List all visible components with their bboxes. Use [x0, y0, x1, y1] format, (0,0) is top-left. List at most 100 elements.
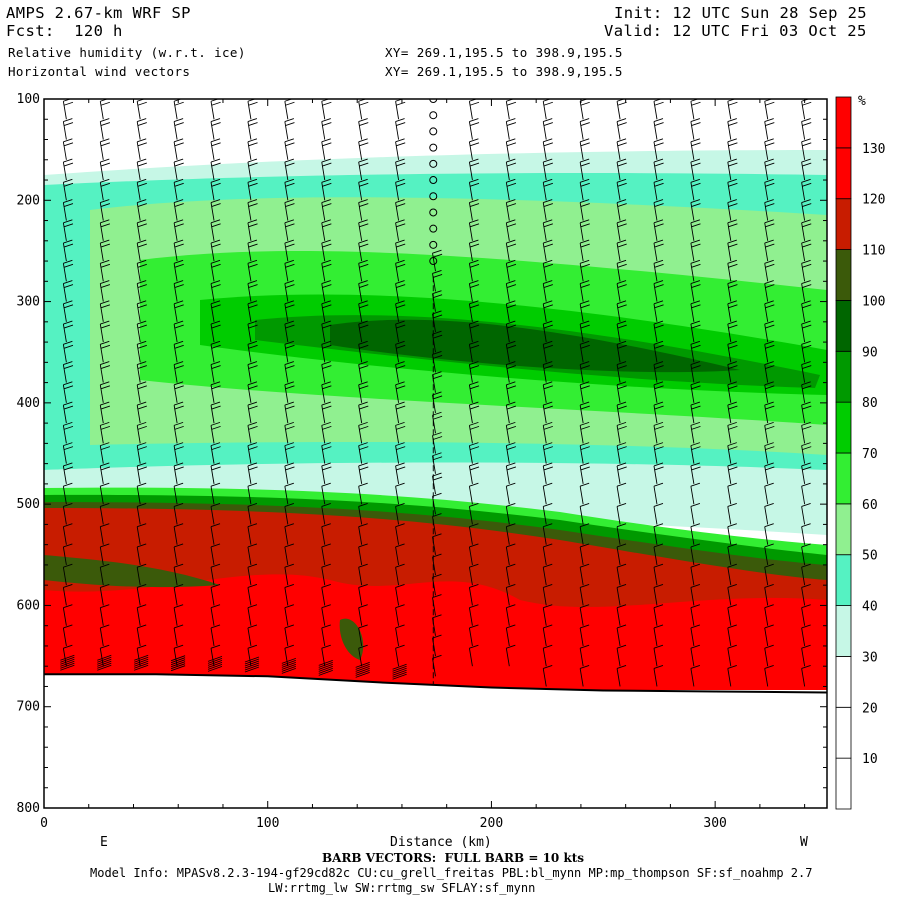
wind-barb — [801, 381, 812, 403]
wind-barb — [62, 462, 74, 484]
wind-barb — [505, 219, 517, 241]
wind-barb — [653, 259, 664, 282]
wind-barb — [653, 482, 664, 505]
colorbar-label: 110 — [862, 244, 885, 259]
wind-barb — [542, 118, 553, 140]
wind-barb — [247, 361, 258, 383]
surface-barb — [207, 659, 223, 666]
wind-barb — [579, 401, 590, 424]
wind-barb — [247, 644, 258, 667]
wind-barb — [395, 178, 406, 201]
wind-barb — [136, 381, 147, 403]
wind-barb — [136, 199, 147, 221]
surface-barb — [392, 669, 407, 676]
wind-barb — [99, 239, 111, 262]
colorbar-swatch — [835, 198, 852, 250]
wind-barb — [616, 604, 627, 626]
wind-barb — [727, 118, 738, 140]
wind-barb — [62, 584, 73, 606]
wind-barb — [99, 604, 110, 626]
wind-barb — [801, 502, 811, 525]
wind-barb — [247, 158, 258, 181]
wind-barb — [542, 482, 553, 505]
wind-barb — [727, 604, 737, 626]
wind-barb — [468, 259, 480, 282]
wind-barb — [690, 118, 701, 140]
surface-barb — [392, 673, 407, 680]
y-tick-label: 200 — [17, 193, 40, 208]
x-tick-label: 100 — [256, 816, 279, 831]
wind-barb — [579, 462, 590, 484]
wind-barb — [542, 502, 553, 525]
wind-barb — [764, 178, 775, 201]
surface-barb — [207, 663, 223, 670]
surface-barb — [392, 665, 407, 672]
wind-barb — [505, 462, 517, 484]
wind-barb — [690, 462, 701, 484]
wind-barb — [542, 523, 553, 545]
wind-barb — [247, 320, 258, 343]
wind-barb — [727, 361, 738, 383]
wind-barb — [542, 543, 553, 565]
wind-barb — [173, 442, 184, 464]
wind-barb — [321, 340, 332, 363]
calm-wind-circle — [429, 127, 438, 136]
wind-barb — [579, 624, 590, 647]
wind-barb — [284, 543, 294, 565]
wind-barb — [579, 239, 590, 262]
wind-barb — [432, 411, 443, 434]
wind-barb — [616, 259, 627, 282]
wind-barb — [173, 563, 184, 586]
wind-barb — [432, 330, 443, 353]
wind-barb — [653, 300, 664, 322]
wind-barb — [468, 502, 479, 525]
wind-barb — [62, 239, 74, 262]
wind-barb — [99, 502, 110, 525]
wind-barb — [653, 584, 664, 606]
wind-barb — [619, 99, 621, 100]
colorbar-swatch — [835, 147, 852, 200]
wind-barb — [505, 259, 517, 282]
wind-barb — [690, 219, 701, 241]
wind-barb — [99, 563, 110, 586]
surface-barb — [281, 662, 296, 668]
wind-barb — [468, 118, 480, 140]
surface-barb — [244, 656, 260, 663]
wind-barb — [764, 361, 775, 383]
wind-barb — [727, 543, 737, 565]
calm-wind-circle — [429, 111, 438, 120]
wind-barb — [210, 138, 221, 160]
init-time: Init: 12 UTC Sun 28 Sep 25 — [614, 4, 868, 22]
wind-barb — [99, 523, 110, 545]
wind-barb — [284, 219, 295, 241]
surface-barb — [281, 664, 296, 670]
wind-barb — [542, 381, 553, 403]
wind-barb — [395, 502, 405, 525]
wind-barb — [579, 280, 590, 302]
wind-barb — [653, 239, 664, 262]
wind-barb — [284, 340, 295, 363]
wind-barb — [173, 604, 184, 626]
wind-barb — [616, 624, 627, 647]
calm-wind-circle — [429, 159, 438, 168]
wind-barb — [247, 543, 258, 565]
wind-barb — [616, 563, 627, 586]
wind-barb — [210, 604, 221, 626]
wind-barb — [173, 300, 184, 322]
wind-barb — [210, 442, 221, 464]
wind-barb — [321, 199, 332, 221]
wind-barb — [173, 381, 184, 403]
wind-barb — [801, 259, 812, 282]
wind-barb — [616, 340, 627, 363]
wind-barbs — [60, 99, 812, 687]
wind-barb — [616, 199, 627, 221]
wind-barb — [247, 462, 258, 484]
wind-barb — [505, 381, 517, 403]
wind-barb — [284, 381, 295, 403]
wind-barb — [653, 138, 664, 160]
surface-barb — [134, 660, 149, 667]
wind-barb — [99, 401, 111, 424]
wind-barb — [468, 523, 479, 545]
colorbar-swatch — [835, 757, 852, 810]
wind-barb — [136, 138, 147, 160]
